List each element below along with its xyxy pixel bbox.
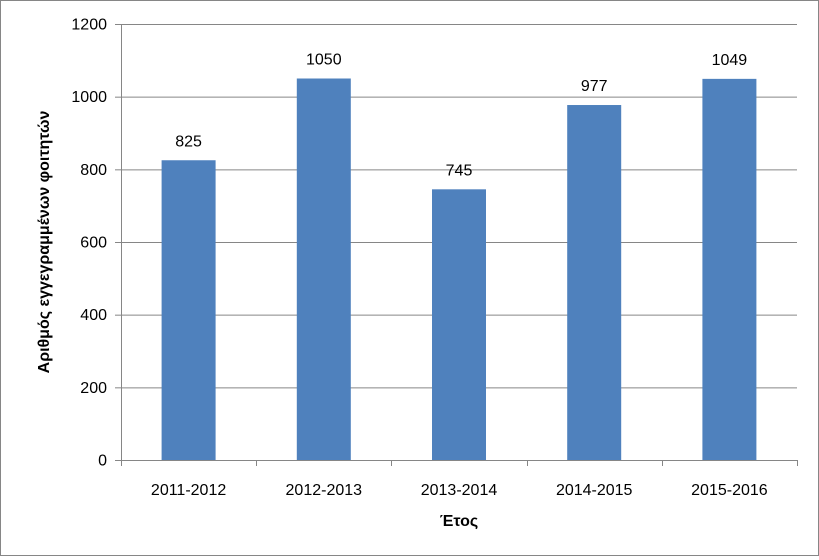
- y-tick-label: 600: [80, 235, 107, 252]
- y-tick-label: 1000: [71, 89, 107, 106]
- data-label: 977: [581, 78, 608, 95]
- bar: [567, 105, 622, 461]
- data-label: 825: [175, 133, 202, 150]
- x-tick-label: 2011-2012: [151, 482, 226, 499]
- bar: [161, 160, 216, 460]
- data-label: 1050: [306, 52, 342, 69]
- y-axis-ticks: 0 200 400 600 800 1000 1200: [71, 17, 121, 470]
- y-tick-label: 200: [80, 380, 107, 397]
- y-tick-label: 0: [98, 453, 107, 470]
- y-tick-label: 1200: [71, 17, 107, 34]
- bars: [161, 78, 757, 461]
- bar: [432, 189, 486, 461]
- data-label: 745: [446, 162, 473, 179]
- data-labels: 825 1050 745 977 1049: [175, 52, 747, 180]
- bar: [296, 78, 351, 460]
- y-tick-label: 400: [80, 307, 107, 324]
- x-tick-label: 2012-2013: [286, 482, 363, 499]
- y-axis-title: Αριθμός εγγεγραμμένων φοιτητών: [36, 111, 53, 374]
- data-label: 1049: [712, 52, 748, 69]
- x-axis-title: Έτος: [440, 513, 478, 530]
- bar: [702, 78, 757, 460]
- x-tick-label: 2015-2016: [691, 482, 768, 499]
- x-tick-label: 2014-2015: [556, 482, 633, 499]
- x-tick-label: 2013-2014: [421, 482, 498, 499]
- y-tick-label: 800: [80, 162, 107, 179]
- x-axis-ticks: 2011-2012 2012-2013 2013-2014 2014-2015 2015…: [121, 460, 798, 499]
